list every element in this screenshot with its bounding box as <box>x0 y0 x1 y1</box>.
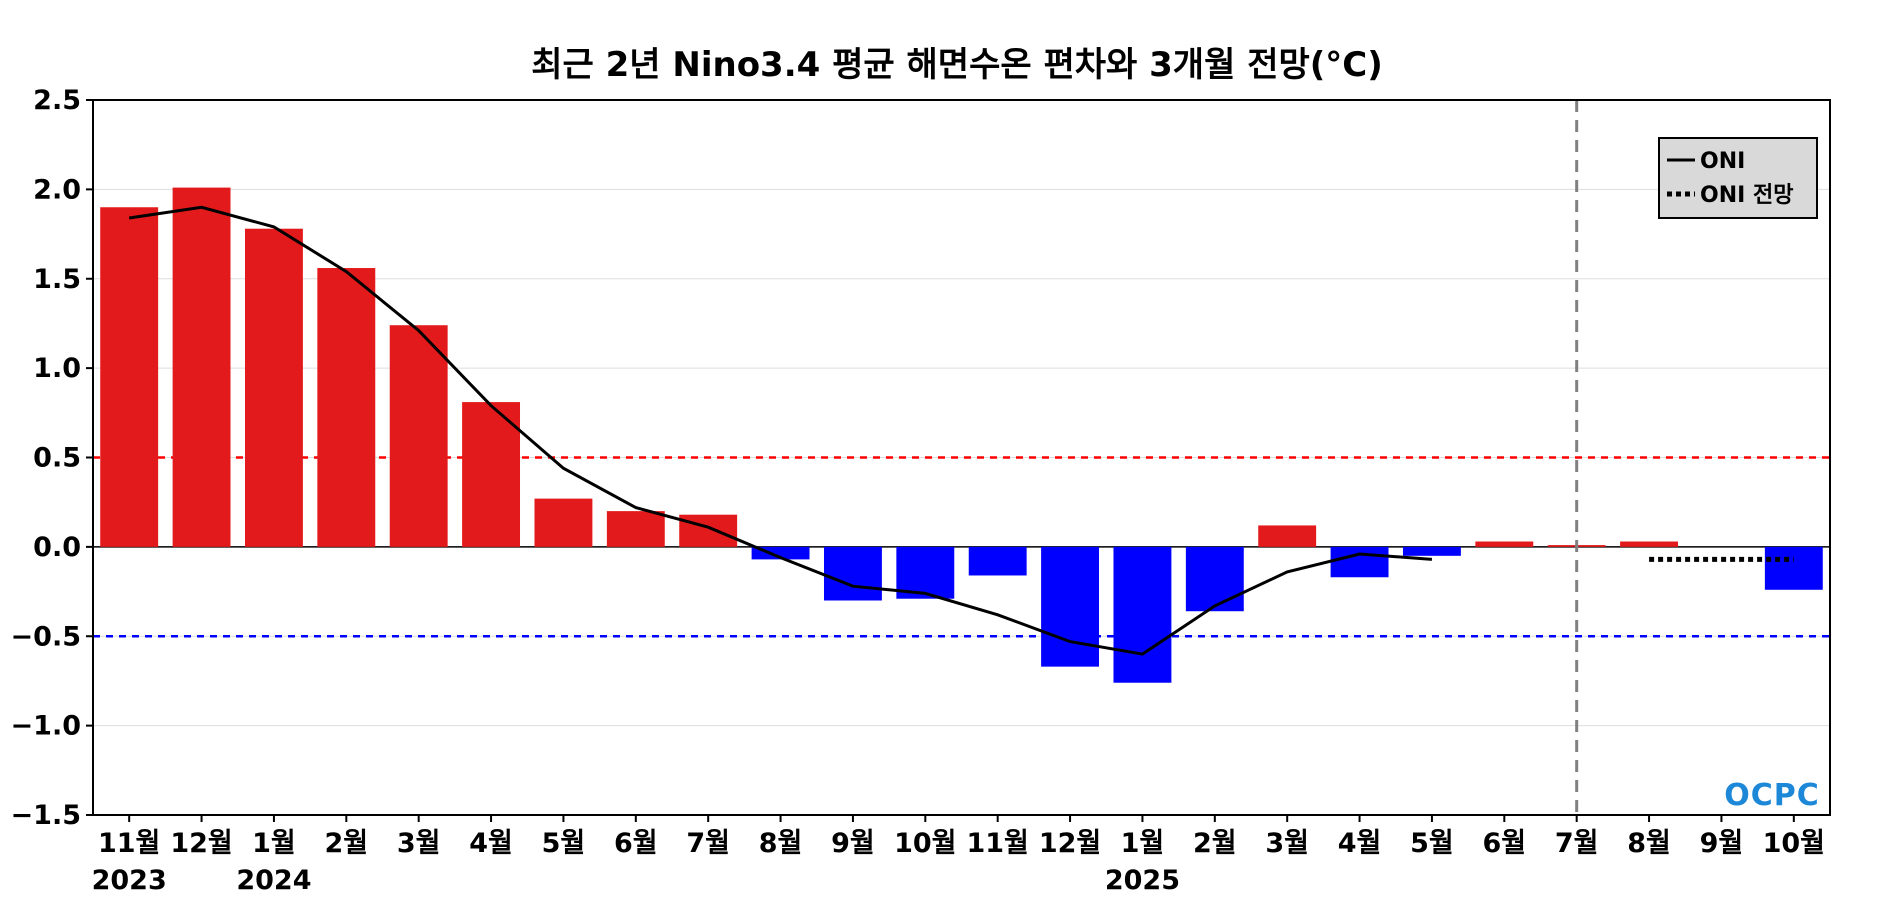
x-axis: 11월 12월 1월 2월 3월 4월 5월 6월 7월 8월 9월 10월 11월 12월 1월 2월 3월 4… <box>92 815 1825 896</box>
x-tick-label: 9월 <box>1700 828 1744 859</box>
oni-lines <box>128 205 1794 656</box>
x-year-label: 2024 <box>236 865 311 896</box>
y-tick-label: 0.0 <box>33 532 81 563</box>
bar <box>317 268 376 547</box>
legend-box <box>1658 137 1818 219</box>
bar <box>534 498 593 547</box>
y-tick-label: 0.5 <box>33 443 81 474</box>
bar <box>1113 546 1172 683</box>
bar <box>1620 541 1679 547</box>
x-tick-label: 1월 <box>252 828 296 859</box>
chart-title: 최근 2년 Nino3.4 평균 해면수온 편차와 3개월 전망(°C) <box>531 45 1383 85</box>
bar <box>1402 546 1461 556</box>
bar-series <box>100 187 1823 683</box>
bar <box>606 511 665 547</box>
bar <box>679 514 738 547</box>
x-tick-label: 10월 <box>1763 828 1825 859</box>
bar <box>1185 546 1244 612</box>
legend-oni-label: ONI <box>1700 149 1745 174</box>
x-tick-label: 4월 <box>1338 828 1382 859</box>
y-tick-label: 1.0 <box>33 353 81 384</box>
y-tick-label: −1.0 <box>11 711 81 742</box>
x-tick-label: 8월 <box>1627 828 1671 859</box>
y-axis: −1.5 −1.0 −0.5 0.0 0.5 1.0 1.5 2.0 2.5 <box>11 85 93 831</box>
x-tick-label: 11월 <box>98 828 160 859</box>
ocpc-logo-text: OCPC <box>1724 778 1820 813</box>
x-tick-label: 3월 <box>1265 828 1309 859</box>
x-tick-label: 7월 <box>1555 828 1599 859</box>
bar <box>968 546 1027 576</box>
x-tick-label: 12월 <box>170 828 232 859</box>
y-tick-label: 2.0 <box>33 174 81 205</box>
x-tick-label: 8월 <box>759 828 803 859</box>
x-tick-label: 10월 <box>894 828 956 859</box>
x-year-label: 2023 <box>92 865 167 896</box>
y-tick-label: −0.5 <box>11 621 81 652</box>
bar <box>823 546 882 601</box>
bar <box>1330 546 1389 578</box>
bar <box>1764 546 1823 590</box>
x-tick-label: 2월 <box>1193 828 1237 859</box>
x-tick-label: 3월 <box>397 828 441 859</box>
x-year-label: 2025 <box>1105 865 1180 896</box>
x-tick-label: 9월 <box>831 828 875 859</box>
legend-forecast-label: ONI 전망 <box>1700 183 1793 208</box>
y-tick-label: 1.5 <box>33 264 81 295</box>
x-tick-label: 4월 <box>469 828 513 859</box>
bar <box>244 228 303 547</box>
x-tick-label: 6월 <box>614 828 658 859</box>
ocpc-logo: OCPC <box>1724 778 1820 813</box>
x-tick-label: 11월 <box>966 828 1028 859</box>
bar <box>1041 546 1100 667</box>
x-tick-label: 5월 <box>1410 828 1454 859</box>
x-tick-label: 6월 <box>1482 828 1526 859</box>
x-tick-label: 1월 <box>1121 828 1165 859</box>
bar <box>1475 541 1534 547</box>
oni-line <box>128 205 1433 656</box>
y-tick-label: −1.5 <box>11 800 81 831</box>
x-tick-label: 12월 <box>1039 828 1101 859</box>
bar <box>389 325 448 547</box>
bar <box>1258 525 1317 547</box>
reference-lines <box>93 456 1830 638</box>
y-tick-label: 2.5 <box>33 85 81 116</box>
x-tick-label: 5월 <box>542 828 586 859</box>
legend: ONI ONI 전망 <box>1658 137 1818 219</box>
bar <box>172 187 231 547</box>
bar <box>462 402 521 547</box>
x-tick-label: 2월 <box>324 828 368 859</box>
bar <box>100 207 159 547</box>
x-tick-label: 7월 <box>686 828 730 859</box>
